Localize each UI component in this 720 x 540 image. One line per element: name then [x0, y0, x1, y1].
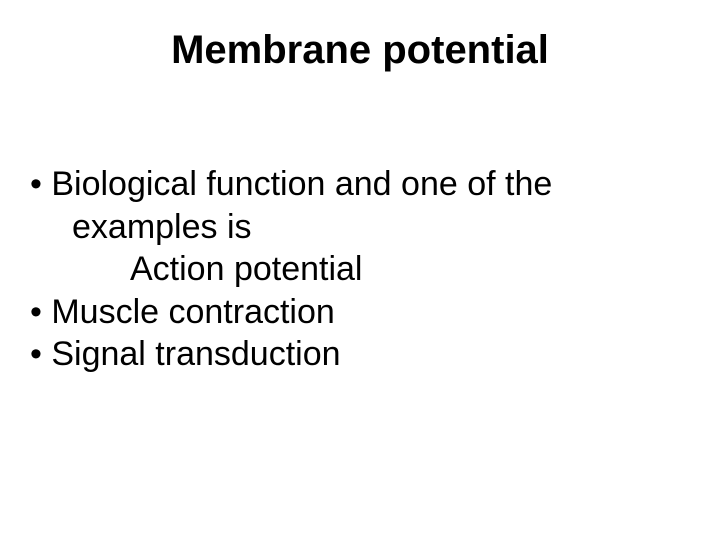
- bullet-item-3: • Signal transduction: [30, 333, 690, 376]
- bullet-item-2: • Muscle contraction: [30, 291, 690, 334]
- bullet-item-1-continuation: examples is: [30, 206, 690, 249]
- slide-title: Membrane potential: [30, 28, 690, 73]
- sub-item-action-potential: Action potential: [30, 248, 690, 291]
- slide-body: • Biological function and one of the exa…: [30, 163, 690, 376]
- bullet-item-1: • Biological function and one of the: [30, 163, 690, 206]
- slide-container: Membrane potential • Biological function…: [0, 0, 720, 540]
